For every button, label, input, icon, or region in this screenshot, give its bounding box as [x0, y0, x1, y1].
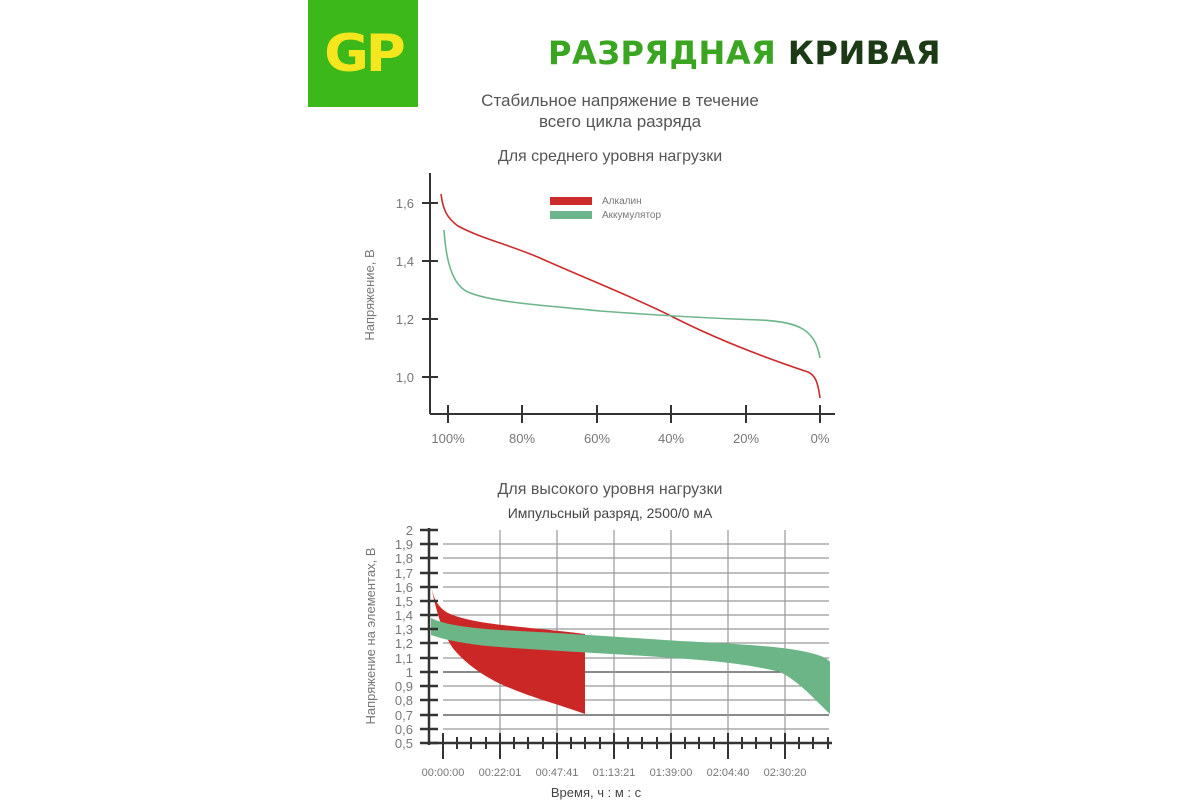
chart2-ytick: 0,7 [395, 708, 413, 723]
chart1-xtick: 40% [658, 431, 684, 446]
subtitle-line1: Стабильное напряжение в течение [481, 91, 759, 110]
chart2-ytick: 1,5 [395, 594, 413, 609]
chart2-ytick: 1,7 [395, 566, 413, 581]
page-subtitle: Стабильное напряжение в течение всего ци… [420, 90, 820, 132]
chart2-ytick: 1,3 [395, 622, 413, 637]
chart1-ytick: 1,6 [396, 196, 414, 211]
legend-label-rechargeable: Аккумулятор [602, 210, 661, 221]
chart1-ytick: 1,0 [396, 370, 414, 385]
logo-text: GP [323, 23, 406, 84]
legend-label-alkaline: Алкалин [602, 196, 642, 207]
chart2-ytick: 0,9 [395, 679, 413, 694]
chart2-xtick: 00:22:01 [479, 767, 522, 779]
chart1-ytick: 1,2 [396, 312, 414, 327]
alkaline-area [431, 586, 585, 714]
chart2-ytick: 1,8 [395, 551, 413, 566]
chart2-ytick: 0,8 [395, 693, 413, 708]
chart1: 1,6 1,4 1,2 1,0 Напряжение, В 100% 80% 6… [362, 173, 835, 446]
legend-swatch-alkaline [550, 197, 592, 205]
chart2-ytick: 1 [406, 665, 413, 680]
chart2-xtick: 01:39:00 [650, 767, 693, 779]
chart1-title: Для среднего уровня нагрузки [497, 148, 723, 165]
gp-logo: GP [308, 0, 418, 107]
chart1-xtick: 100% [431, 431, 465, 446]
chart2-ytick: 1,6 [395, 580, 413, 595]
chart2-subtitle: Импульсный разряд, 2500/0 мА [507, 505, 713, 521]
chart2-xtick: 01:13:21 [593, 767, 636, 779]
chart2-ytick: 1,1 [395, 651, 413, 666]
chart1-xtick: 80% [509, 431, 535, 446]
chart2-ytick: 1,9 [395, 537, 413, 552]
chart2-ytick: 2 [406, 523, 413, 538]
chart2-ytick: 1,4 [395, 608, 413, 623]
chart2-title: Для высокого уровня нагрузки [497, 481, 723, 498]
chart2-ytick: 0,6 [395, 722, 413, 737]
legend-swatch-rechargeable [550, 211, 592, 219]
rechargeable-area [431, 618, 830, 714]
chart1-xtick: 20% [733, 431, 759, 446]
chart1-ylabel: Напряжение, В [362, 249, 377, 340]
alkaline-line [440, 193, 821, 399]
chart2-xtick: 02:04:40 [707, 767, 750, 779]
chart1-ytick: 1,4 [396, 254, 414, 269]
title-part2: КРИВАЯ [787, 34, 942, 72]
chart2-xlabel: Время, ч : м : с [551, 785, 642, 800]
chart2-xtick: 02:30:20 [764, 767, 807, 779]
chart2: 2 1,9 1,8 1,7 1,6 1,5 1,4 1,3 1,2 1,1 1 … [363, 523, 832, 800]
chart1-xtick: 0% [811, 431, 830, 446]
chart2-xtick: 00:47:41 [536, 767, 579, 779]
title-part1: РАЗРЯДНАЯ [548, 34, 777, 72]
subtitle-line2: всего цикла разряда [538, 112, 702, 131]
chart2-xtick: 00:00:00 [422, 767, 465, 779]
rechargeable-line [443, 229, 821, 359]
chart1-xtick: 60% [584, 431, 610, 446]
page-title: РАЗРЯДНАЯ КРИВАЯ [548, 34, 941, 72]
chart2-ylabel: Напряжение на элементах, В [363, 548, 378, 725]
chart2-ytick: 0,5 [395, 736, 413, 751]
chart2-ytick: 1,2 [395, 636, 413, 651]
